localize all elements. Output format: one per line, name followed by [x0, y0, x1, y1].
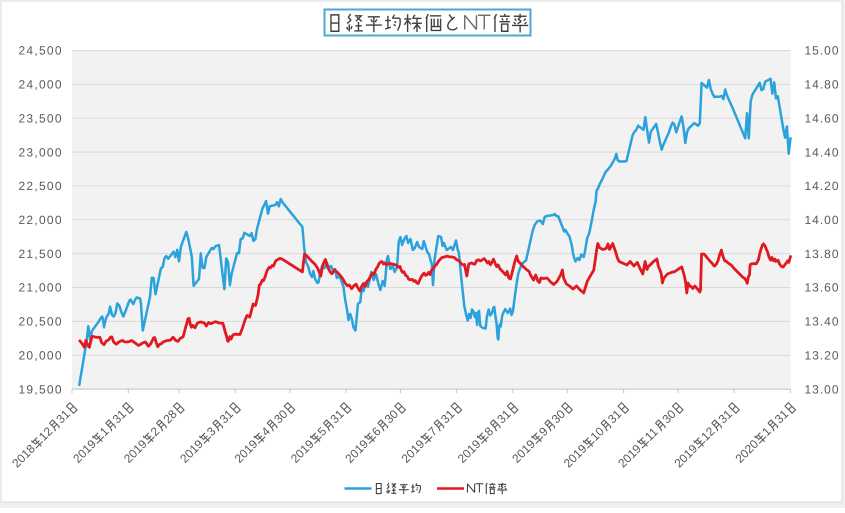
svg-text:13.80: 13.80 — [805, 247, 839, 261]
svg-text:24,500: 24,500 — [19, 44, 62, 58]
svg-text:21,500: 21,500 — [19, 247, 62, 261]
svg-text:14.00: 14.00 — [805, 213, 839, 227]
svg-text:20,500: 20,500 — [19, 315, 62, 329]
svg-text:21,000: 21,000 — [19, 281, 62, 295]
svg-text:22,000: 22,000 — [19, 213, 62, 227]
svg-text:13.00: 13.00 — [805, 382, 839, 396]
svg-text:14.20: 14.20 — [805, 179, 839, 193]
svg-text:13.40: 13.40 — [805, 315, 839, 329]
svg-text:23,500: 23,500 — [19, 111, 62, 125]
svg-text:14.60: 14.60 — [805, 111, 839, 125]
svg-text:14.80: 14.80 — [805, 78, 839, 92]
svg-text:22,500: 22,500 — [19, 179, 62, 193]
svg-text:20,000: 20,000 — [19, 348, 62, 362]
svg-text:13.60: 13.60 — [805, 281, 839, 295]
svg-text:14.40: 14.40 — [805, 145, 839, 159]
svg-text:13.20: 13.20 — [805, 348, 839, 362]
svg-text:15.00: 15.00 — [805, 44, 839, 58]
svg-text:19,500: 19,500 — [19, 382, 62, 396]
svg-text:24,000: 24,000 — [19, 78, 62, 92]
svg-text:23,000: 23,000 — [19, 145, 62, 159]
